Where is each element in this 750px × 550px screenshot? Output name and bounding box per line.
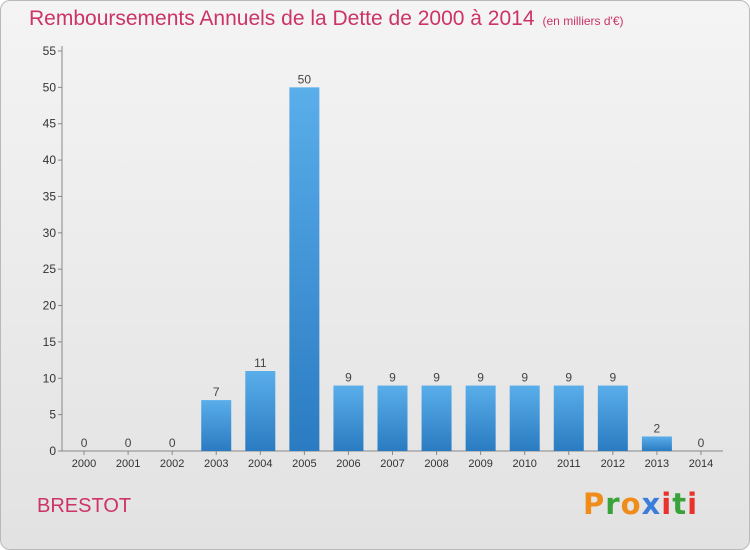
chart-title: Remboursements Annuels de la Dette de 20… xyxy=(29,7,624,31)
x-tick-label: 2002 xyxy=(160,458,184,470)
x-tick-label: 2000 xyxy=(72,458,96,470)
chart-title-text: Remboursements Annuels de la Dette de 20… xyxy=(29,7,535,30)
x-tick-label: 2003 xyxy=(204,458,228,470)
data-label: 0 xyxy=(169,436,176,450)
x-tick-label: 2005 xyxy=(292,458,316,470)
y-tick-label: 35 xyxy=(43,189,57,203)
y-tick-label: 45 xyxy=(43,117,57,131)
data-label: 9 xyxy=(389,371,396,385)
x-tick-label: 2004 xyxy=(248,458,272,470)
logo-letter: P xyxy=(583,487,606,521)
y-tick-label: 10 xyxy=(43,371,57,385)
x-tick-label: 2014 xyxy=(689,458,713,470)
data-label: 0 xyxy=(81,436,88,450)
data-label: 9 xyxy=(345,371,352,385)
logo-letter: r xyxy=(605,487,621,521)
x-tick-label: 2013 xyxy=(645,458,669,470)
chart-unit: (en milliers d'€) xyxy=(542,14,624,28)
bar xyxy=(641,436,672,451)
y-tick-label: 25 xyxy=(43,262,57,276)
x-tick-label: 2010 xyxy=(512,458,536,470)
data-label: 9 xyxy=(565,371,572,385)
data-label: 9 xyxy=(609,371,616,385)
place-name: BRESTOT xyxy=(37,495,132,517)
y-tick-label: 15 xyxy=(43,335,57,349)
bar xyxy=(421,385,452,451)
logo-letter: o xyxy=(620,487,642,521)
x-tick-label: 2009 xyxy=(468,458,492,470)
data-label: 0 xyxy=(698,436,705,450)
y-tick-label: 40 xyxy=(43,153,57,167)
logo-letter: i xyxy=(661,487,673,521)
x-tick-label: 2008 xyxy=(424,458,448,470)
bar xyxy=(245,371,276,451)
bar xyxy=(553,385,584,451)
bar xyxy=(465,385,496,451)
data-label: 9 xyxy=(521,371,528,385)
logo-letter: t xyxy=(672,487,688,521)
x-tick-label: 2007 xyxy=(380,458,404,470)
x-tick-label: 2012 xyxy=(601,458,625,470)
bar xyxy=(377,385,408,451)
y-tick-label: 0 xyxy=(49,444,56,458)
bar xyxy=(597,385,628,451)
logo-letter: x xyxy=(641,487,662,521)
x-tick-label: 2001 xyxy=(116,458,140,470)
bar xyxy=(509,385,540,451)
data-label: 0 xyxy=(125,436,132,450)
x-tick-label: 2006 xyxy=(336,458,360,470)
data-label: 11 xyxy=(254,356,267,370)
y-tick-label: 20 xyxy=(43,299,57,313)
y-tick-label: 50 xyxy=(43,80,57,94)
data-label: 2 xyxy=(654,421,661,435)
y-tick-label: 30 xyxy=(43,226,57,240)
proxiti-logo: Proxiti xyxy=(583,487,698,521)
logo-letter: i xyxy=(687,487,699,521)
data-label: 50 xyxy=(298,72,312,86)
x-tick-label: 2011 xyxy=(557,458,581,470)
data-label: 9 xyxy=(477,371,484,385)
data-label: 9 xyxy=(433,371,440,385)
y-tick-label: 5 xyxy=(49,408,56,422)
data-label: 7 xyxy=(213,385,220,399)
bar xyxy=(201,400,232,451)
bar xyxy=(289,87,320,451)
y-tick-label: 55 xyxy=(43,44,57,58)
bar xyxy=(333,385,364,451)
